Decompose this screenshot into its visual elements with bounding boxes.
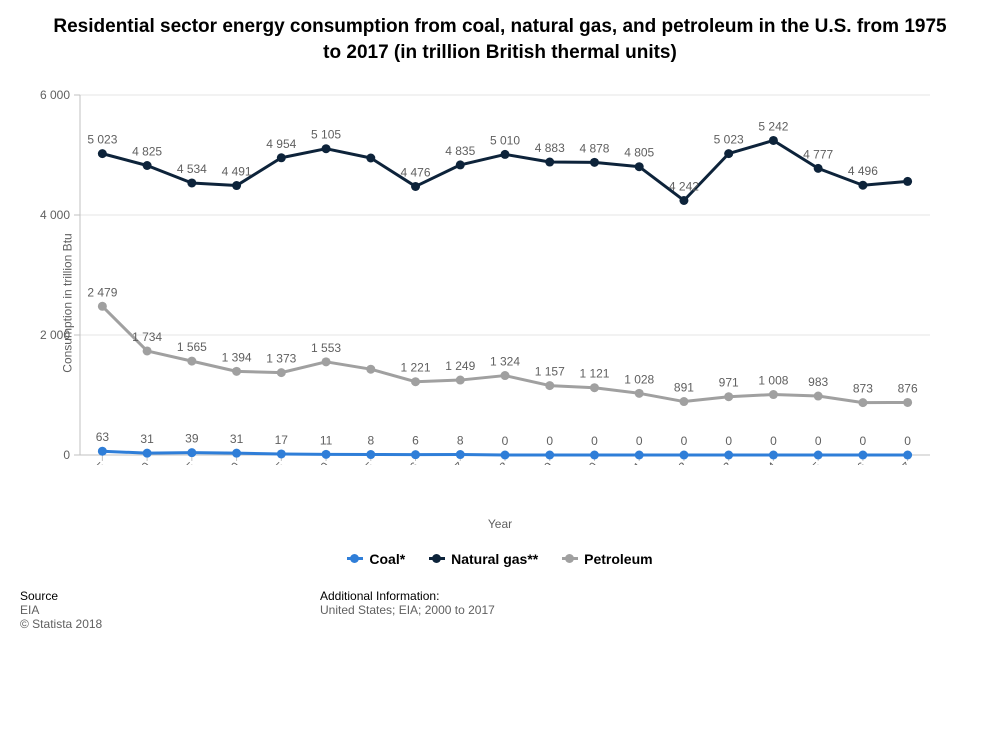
- svg-text:873: 873: [853, 382, 873, 396]
- svg-text:4 534: 4 534: [177, 162, 207, 176]
- svg-text:8: 8: [457, 434, 464, 448]
- svg-text:1980: 1980: [124, 459, 153, 465]
- plot-area: Consumption in trillion Btu 02 0004 0006…: [20, 75, 980, 531]
- svg-text:2006: 2006: [393, 459, 422, 465]
- svg-text:39: 39: [185, 432, 199, 446]
- svg-text:1 324: 1 324: [490, 355, 520, 369]
- svg-text:0: 0: [815, 434, 822, 448]
- svg-text:4 476: 4 476: [401, 166, 431, 180]
- svg-text:0: 0: [725, 434, 732, 448]
- legend-swatch-natural-gas: [429, 557, 445, 560]
- footer: Source EIA © Statista 2018 Additional In…: [20, 589, 980, 631]
- source-label: Source: [20, 589, 320, 603]
- svg-text:2000: 2000: [303, 459, 332, 465]
- legend-swatch-petroleum: [562, 557, 578, 560]
- svg-text:4 777: 4 777: [803, 148, 833, 162]
- svg-text:1 734: 1 734: [132, 330, 162, 344]
- svg-text:983: 983: [808, 375, 828, 389]
- svg-text:4 000: 4 000: [40, 208, 70, 222]
- footer-additional: Additional Information: United States; E…: [320, 589, 495, 631]
- svg-text:0: 0: [904, 434, 911, 448]
- svg-text:0: 0: [63, 448, 70, 462]
- svg-text:2007: 2007: [438, 459, 467, 465]
- svg-text:2010: 2010: [572, 459, 601, 465]
- svg-text:63: 63: [96, 431, 110, 445]
- svg-text:4 491: 4 491: [222, 165, 252, 179]
- legend: Coal* Natural gas** Petroleum: [0, 547, 1000, 567]
- svg-text:4 242: 4 242: [669, 180, 699, 194]
- x-axis-title: Year: [20, 517, 980, 531]
- svg-text:11: 11: [320, 434, 333, 448]
- svg-text:4 496: 4 496: [848, 165, 878, 179]
- svg-text:1 157: 1 157: [535, 365, 565, 379]
- svg-text:1975: 1975: [80, 459, 109, 465]
- svg-text:1 565: 1 565: [177, 340, 207, 354]
- additional-value: United States; EIA; 2000 to 2017: [320, 603, 495, 617]
- svg-text:0: 0: [546, 434, 553, 448]
- svg-text:5 242: 5 242: [758, 120, 788, 134]
- svg-text:1 373: 1 373: [266, 352, 296, 366]
- svg-text:2008: 2008: [482, 459, 511, 465]
- svg-text:6: 6: [412, 434, 419, 448]
- svg-text:31: 31: [230, 432, 244, 446]
- svg-text:4 825: 4 825: [132, 145, 162, 159]
- legend-item-natural-gas: Natural gas**: [429, 551, 538, 567]
- svg-text:5 023: 5 023: [87, 133, 117, 147]
- svg-text:0: 0: [860, 434, 867, 448]
- svg-text:0: 0: [502, 434, 509, 448]
- legend-swatch-coal: [347, 557, 363, 560]
- legend-item-petroleum: Petroleum: [562, 551, 652, 567]
- svg-text:2 479: 2 479: [87, 286, 117, 300]
- svg-text:0: 0: [591, 434, 598, 448]
- svg-text:0: 0: [636, 434, 643, 448]
- svg-text:1 249: 1 249: [445, 359, 475, 373]
- legend-label-petroleum: Petroleum: [584, 551, 652, 567]
- copyright: © Statista 2018: [20, 617, 320, 631]
- svg-text:5 010: 5 010: [490, 134, 520, 148]
- legend-label-coal: Coal*: [369, 551, 405, 567]
- svg-text:6 000: 6 000: [40, 88, 70, 102]
- svg-text:5 023: 5 023: [714, 133, 744, 147]
- svg-text:1 221: 1 221: [401, 361, 431, 375]
- svg-text:4 954: 4 954: [266, 137, 296, 151]
- svg-text:4 805: 4 805: [624, 146, 654, 160]
- legend-label-natural-gas: Natural gas**: [451, 551, 538, 567]
- svg-text:2013: 2013: [706, 459, 735, 465]
- svg-text:876: 876: [898, 382, 918, 396]
- svg-text:1 028: 1 028: [624, 373, 654, 387]
- svg-text:971: 971: [719, 376, 739, 390]
- svg-text:2017: 2017: [885, 459, 914, 465]
- chart-title: Residential sector energy consumption fr…: [0, 0, 1000, 65]
- additional-label: Additional Information:: [320, 589, 495, 603]
- svg-text:5 105: 5 105: [311, 128, 341, 142]
- legend-item-coal: Coal*: [347, 551, 405, 567]
- svg-text:1 394: 1 394: [222, 351, 252, 365]
- svg-text:4 878: 4 878: [579, 142, 609, 156]
- svg-text:0: 0: [770, 434, 777, 448]
- svg-text:1985: 1985: [169, 459, 198, 465]
- svg-text:4 835: 4 835: [445, 144, 475, 158]
- svg-text:2015: 2015: [795, 459, 824, 465]
- svg-text:1995: 1995: [259, 459, 288, 465]
- svg-text:2012: 2012: [661, 459, 690, 465]
- svg-text:1990: 1990: [214, 459, 243, 465]
- line-chart: 02 0004 0006 000197519801985199019952000…: [20, 75, 950, 465]
- svg-text:891: 891: [674, 381, 694, 395]
- svg-text:1 553: 1 553: [311, 341, 341, 355]
- footer-source: Source EIA © Statista 2018: [20, 589, 320, 631]
- source-value: EIA: [20, 603, 320, 617]
- svg-text:4 883: 4 883: [535, 141, 565, 155]
- y-axis-title: Consumption in trillion Btu: [61, 234, 75, 373]
- svg-text:1 008: 1 008: [758, 374, 788, 388]
- svg-text:2009: 2009: [527, 459, 556, 465]
- svg-text:1 121: 1 121: [579, 367, 609, 381]
- svg-text:2011: 2011: [617, 459, 645, 465]
- svg-text:17: 17: [275, 433, 289, 447]
- svg-text:0: 0: [681, 434, 688, 448]
- svg-text:2016: 2016: [840, 459, 869, 465]
- svg-text:8: 8: [367, 434, 374, 448]
- svg-text:31: 31: [140, 432, 154, 446]
- svg-text:2014: 2014: [751, 459, 780, 465]
- svg-text:2005: 2005: [348, 459, 377, 465]
